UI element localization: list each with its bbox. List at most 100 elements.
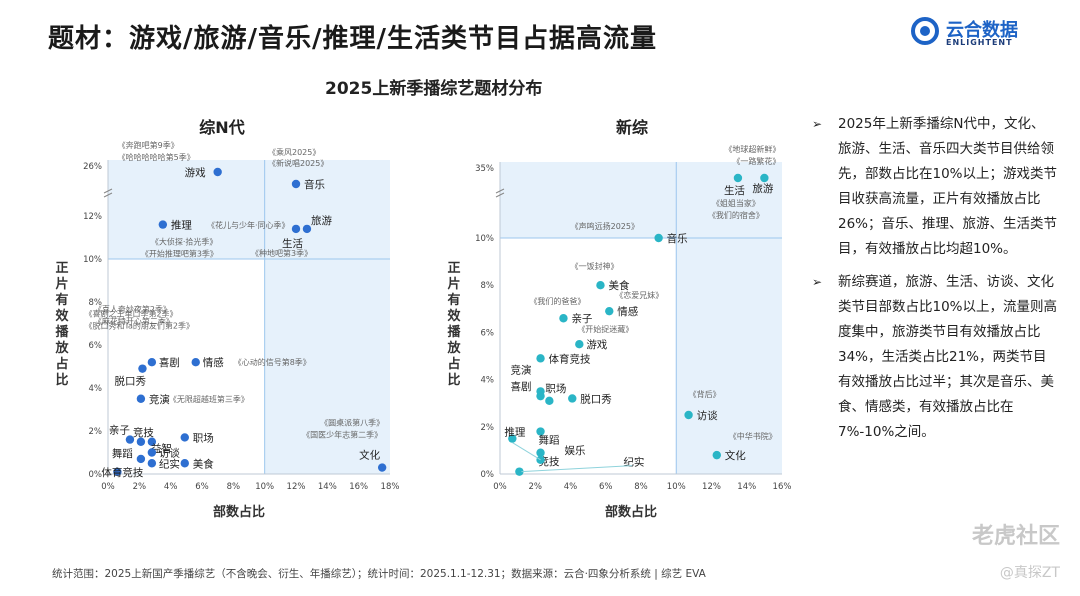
x-tick-label: 14% (737, 482, 756, 492)
brand-logo: 云合数据 ENLIGHTENT (910, 14, 1028, 54)
data-point (180, 459, 189, 468)
show-annotation: 《哈哈哈哈哈第5季》 (118, 152, 195, 162)
arrow-bullet-icon: ➢ (812, 275, 823, 289)
point-label: 纪实 (623, 456, 644, 469)
show-annotation: 《中华书院》 (729, 431, 777, 441)
y-tick-label: 10% (475, 234, 494, 244)
chart-panel-new: 0% 2% 4% 6% 8% 10% 12% 14% 16% 0% 2% 4% 6% 8% 10% 35% 新综… (446, 118, 791, 520)
show-annotation: 《背后》 (689, 389, 721, 399)
quadrant-right (676, 162, 782, 474)
y-axis-title-char: 有 (447, 292, 460, 308)
point-label: 职场 (545, 382, 566, 395)
x-tick-label: 6% (195, 482, 209, 492)
y-tick-label: 0% (481, 470, 495, 480)
logo-subtext: ENLIGHTENT (946, 38, 1013, 47)
show-annotation: 《一饭封神》 (570, 261, 618, 271)
show-annotation: 《花儿与少年·同心季》 (207, 220, 290, 230)
point-label: 纪实 (159, 457, 180, 470)
data-point (568, 394, 577, 403)
data-point (575, 340, 584, 349)
y-axis-title-char: 占 (447, 356, 460, 372)
data-point (684, 410, 693, 420)
y-tick-label: 6% (89, 341, 103, 351)
point-label: 推理 (171, 219, 192, 232)
point-label: 喜剧 (159, 356, 180, 369)
data-point (377, 463, 387, 472)
data-point (136, 394, 146, 403)
show-annotation: 《新说唱2025》 (268, 158, 328, 168)
point-label: 音乐 (667, 232, 688, 245)
x-tick-label: 8% (634, 482, 648, 492)
x-tick-label: 4% (564, 482, 578, 492)
show-annotation: 《我们的爸爸》 (529, 296, 585, 306)
x-tick-label: 2% (529, 482, 543, 492)
y-axis-title-char: 比 (447, 372, 460, 388)
quadrant-top (108, 160, 265, 259)
point-label: 游戏 (185, 166, 206, 179)
data-point (605, 306, 614, 316)
y-axis-title-char: 放 (446, 340, 461, 356)
show-annotation: 《地球超新鲜》 (724, 144, 780, 154)
axis-break-mark (495, 188, 505, 198)
point-label: 访谈 (159, 447, 180, 460)
x-axis-title: 部数占比 (605, 504, 657, 520)
x-tick-label: 18% (381, 482, 400, 492)
axis-break-mark (103, 188, 113, 198)
x-tick-label: 14% (318, 482, 337, 492)
y-axis-title-char: 播 (447, 324, 461, 340)
y-tick-label: 4% (89, 384, 103, 394)
data-point (536, 387, 545, 396)
point-label: 文化 (725, 449, 746, 462)
footer-source: 统计范围：2025上新国产季播综艺（不含晚会、衍生、年播综艺）；统计时间：202… (52, 568, 706, 580)
x-tick-label: 12% (287, 482, 306, 492)
logo-text: 云合数据 (946, 20, 1018, 41)
data-point (545, 396, 554, 406)
arrow-bullet-icon: ➢ (812, 117, 823, 131)
data-point (291, 224, 301, 234)
y-axis-title-char: 播 (55, 324, 69, 340)
y-tick-label: 0% (89, 470, 103, 480)
show-annotation: 《喜人奇妙夜第2季》 (94, 304, 171, 314)
point-label: 亲子 (571, 312, 592, 325)
point-label: 推理 (504, 426, 525, 439)
data-point (136, 454, 146, 464)
show-annotation: 《脱口秀和Ta的朋友们第2季》 (84, 321, 194, 331)
point-label: 情感 (617, 305, 638, 318)
y-tick-label: 26% (83, 162, 102, 172)
leader-line (512, 442, 541, 461)
point-label: 旅游 (752, 182, 773, 195)
point-label: 娱乐 (565, 444, 586, 457)
data-point (213, 167, 222, 177)
data-point (291, 179, 301, 189)
data-point (733, 173, 743, 183)
y-tick-label: 35% (475, 164, 494, 174)
point-label: 舞蹈 (112, 448, 133, 460)
quadrant-top (500, 162, 677, 238)
show-annotation: 《无限超越班第三季》 (169, 394, 249, 404)
show-annotation: 《心动的信号第8季》 (234, 357, 311, 367)
show-annotation: 《一路繁花》 (732, 156, 780, 166)
y-axis-title-char: 正 (447, 261, 460, 276)
data-point (136, 437, 146, 446)
show-annotation: 《开始捉迷藏》 (577, 324, 633, 334)
data-point (180, 433, 189, 442)
show-annotation: 《乘风2025》 (268, 147, 320, 157)
show-annotation: 《恋爱兄妹》 (615, 290, 663, 300)
y-axis-title-char: 片 (447, 276, 460, 292)
data-point (147, 437, 157, 446)
x-tick-label: 16% (773, 482, 792, 492)
data-point (158, 220, 168, 229)
panel-title: 综N代 (199, 118, 244, 137)
data-point (508, 434, 517, 443)
y-axis-title-char: 比 (55, 372, 68, 388)
leader-line (521, 465, 633, 473)
data-point (191, 358, 200, 367)
point-label: 游戏 (586, 338, 607, 351)
quadrant-right (264, 160, 390, 474)
y-tick-label: 4% (481, 376, 495, 386)
x-tick-label: 2% (133, 482, 147, 492)
x-axis-title: 部数占比 (213, 504, 265, 520)
y-tick-label: 10% (83, 255, 102, 265)
show-annotation: 《奔跑吧第9季》 (118, 140, 179, 150)
x-tick-label: 8% (227, 482, 241, 492)
